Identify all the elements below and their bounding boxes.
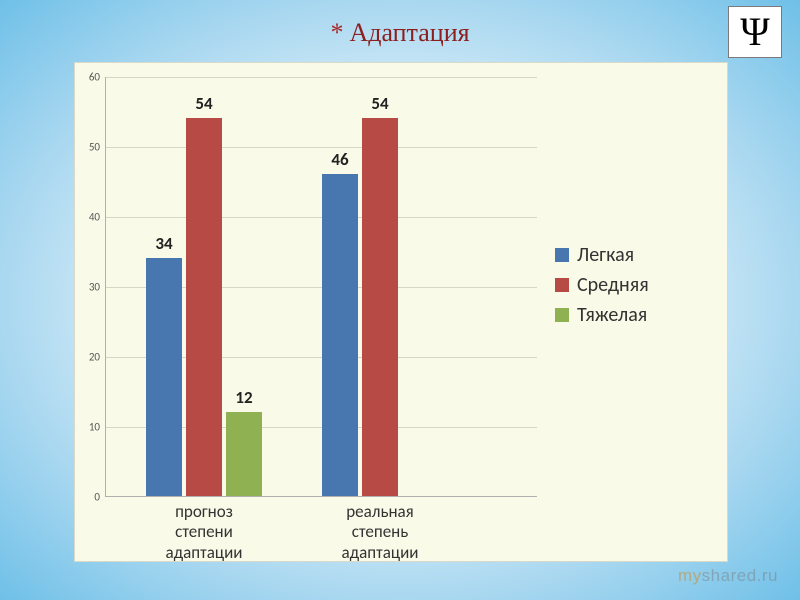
x-tick-label: прогноз степени адаптации — [146, 496, 262, 563]
bar-value-label: 34 — [155, 233, 172, 258]
legend-swatch — [555, 308, 569, 322]
bar: 54 — [186, 118, 222, 496]
y-tick-label: 0 — [94, 491, 106, 504]
title-text: Адаптация — [349, 18, 469, 47]
gridline — [106, 147, 537, 148]
bar: 54 — [362, 118, 398, 496]
legend-item: Средняя — [555, 273, 649, 297]
title-asterisk: * — [330, 18, 343, 47]
legend-label: Средняя — [577, 273, 649, 297]
legend-label: Легкая — [577, 243, 634, 267]
watermark-part2: shared.ru — [702, 566, 778, 585]
legend-item: Тяжелая — [555, 303, 649, 327]
y-tick-label: 60 — [89, 71, 106, 84]
legend-label: Тяжелая — [577, 303, 647, 327]
bar-value-label: 12 — [235, 387, 252, 412]
chart-container: 0102030405060345412прогноз степени адапт… — [74, 62, 728, 562]
legend-item: Легкая — [555, 243, 649, 267]
chart-plot-area: 0102030405060345412прогноз степени адапт… — [105, 77, 537, 497]
legend-swatch — [555, 278, 569, 292]
watermark: myshared.ru — [678, 566, 778, 586]
bar-value-label: 54 — [195, 93, 212, 118]
bar: 46 — [322, 174, 358, 496]
chart-legend: Легкая Средняя Тяжелая — [555, 243, 649, 333]
y-tick-label: 30 — [89, 281, 106, 294]
page-title: *Адаптация — [330, 18, 469, 47]
y-tick-label: 40 — [89, 211, 106, 224]
legend-swatch — [555, 248, 569, 262]
watermark-part1: my — [678, 566, 702, 585]
bar-value-label: 46 — [331, 149, 348, 174]
bar: 12 — [226, 412, 262, 496]
title-row: *Адаптация — [0, 18, 800, 48]
gridline — [106, 77, 537, 78]
y-tick-label: 50 — [89, 141, 106, 154]
psi-icon: Ψ — [728, 6, 782, 58]
bar: 34 — [146, 258, 182, 496]
y-tick-label: 10 — [89, 421, 106, 434]
x-tick-label: реальная степень адаптации — [322, 496, 438, 563]
bar-value-label: 54 — [371, 93, 388, 118]
y-tick-label: 20 — [89, 351, 106, 364]
